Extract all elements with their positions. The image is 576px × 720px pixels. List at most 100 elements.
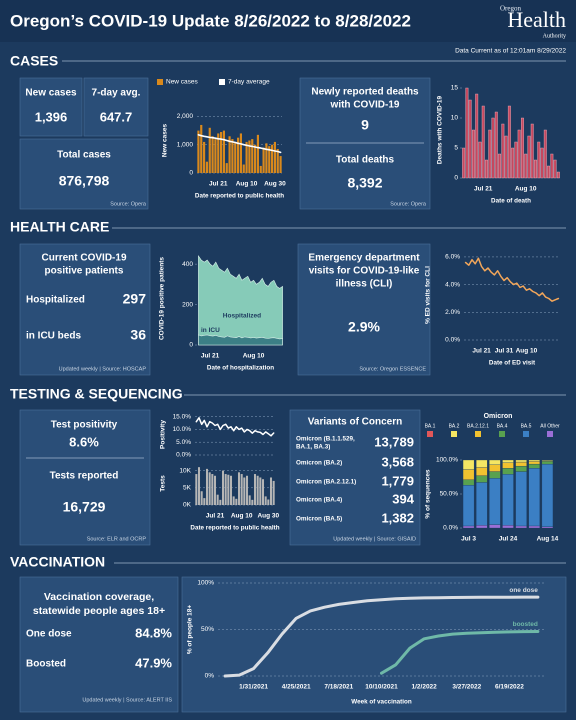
bar [268, 146, 271, 173]
y-axis-label: New cases [162, 123, 169, 157]
bar [267, 499, 270, 505]
x-tick-label: Jul 21 [474, 186, 493, 193]
bar [273, 141, 276, 173]
x-tick-label: Aug 10 [236, 181, 258, 188]
bar [229, 475, 233, 505]
legend-swatch [499, 431, 505, 437]
legend-swatch [157, 79, 163, 85]
x-axis-label: Week of vaccination [351, 699, 412, 706]
bar [214, 139, 217, 173]
kpi-label: visits for COVID-19-like [309, 266, 420, 277]
y-tick-label: 15 [451, 85, 459, 92]
bar [507, 105, 511, 179]
bar [237, 472, 241, 505]
bar [248, 140, 251, 173]
area-label: in ICU [201, 327, 220, 334]
bar [242, 164, 245, 173]
panel [297, 243, 431, 376]
section-heading: CASES [10, 53, 58, 69]
bar [203, 498, 206, 505]
bar [471, 129, 475, 179]
bar [491, 117, 495, 179]
bar [237, 137, 240, 173]
y-tick-label: 0% [205, 673, 215, 680]
y-tick-label: 10.0% [173, 426, 192, 433]
y-tick-label: 200 [182, 301, 193, 308]
variant-name: Omicron (BA.2.12.1) [296, 479, 356, 486]
line [464, 257, 560, 302]
bar-segment [462, 479, 475, 486]
bar [251, 139, 254, 173]
variant-value: 13,789 [374, 434, 414, 449]
kpi-label: Test positivity [51, 420, 118, 431]
bar [475, 93, 479, 179]
bar [488, 129, 492, 179]
bar [261, 479, 265, 505]
variant-value: 1,779 [381, 473, 414, 488]
x-tick-label: Aug 14 [537, 536, 559, 543]
bar [211, 136, 214, 173]
bar-segment [515, 459, 527, 463]
kpi-value: 8.6% [69, 434, 99, 449]
panel [19, 77, 83, 137]
bar-segment [541, 526, 554, 529]
bar [208, 127, 211, 173]
bar-segment [476, 475, 488, 483]
x-tick-label: Aug 30 [257, 513, 279, 520]
x-tick-label: Jul 21 [209, 181, 228, 188]
x-tick-label: Aug 10 [231, 513, 253, 520]
bar-segment [476, 459, 488, 468]
x-tick-label: 7/18/2021 [324, 684, 353, 691]
bar [553, 159, 557, 179]
bar [504, 135, 508, 179]
bar [222, 130, 225, 173]
bar [269, 477, 273, 505]
logo: Authority [543, 33, 566, 39]
x-tick-label: Aug 10 [243, 353, 265, 360]
y-tick-label: 0.0% [445, 337, 460, 344]
kpi-value: 47.9% [135, 655, 172, 670]
bar-segment [489, 524, 501, 529]
bar-segment [462, 459, 475, 470]
bar [481, 105, 485, 179]
legend-swatch [523, 431, 529, 437]
bar [256, 475, 259, 505]
bar [468, 99, 472, 179]
kpi-label: Emergency department [308, 253, 420, 264]
y-axis-label: COVID-19 positive patients [159, 257, 166, 340]
panel [19, 409, 151, 546]
kpi-label: Newly reported deaths [311, 87, 419, 98]
legend-label: BA.2 [449, 423, 460, 429]
source: Source: Opera [110, 201, 147, 207]
bar [514, 141, 518, 179]
bar [264, 496, 267, 505]
x-tick-label: Jul 21 [472, 348, 491, 355]
y-tick-label: 0K [183, 502, 192, 509]
bar [208, 472, 211, 505]
bar [262, 147, 265, 173]
bar [478, 141, 482, 179]
x-axis-label: Date of ED visit [489, 360, 536, 367]
variant-name: Omicron (BA.5) [296, 516, 342, 523]
bar-segment [462, 525, 475, 529]
bar-segment [541, 463, 554, 527]
bar [245, 475, 249, 505]
bar [235, 498, 238, 505]
bar [272, 480, 275, 505]
bar-segment [515, 461, 527, 467]
kpi-value: 9 [361, 117, 369, 133]
bar [520, 117, 524, 179]
y-tick-label: 6.0% [445, 254, 460, 261]
bar [217, 133, 220, 173]
source: Source: ELR and OCRP [87, 536, 147, 542]
source: Source: Oregon ESSENCE [359, 366, 426, 372]
bar [220, 132, 223, 173]
bar [239, 133, 242, 173]
y-tick-label: 50.0% [440, 491, 459, 498]
x-tick-label: Aug 30 [264, 181, 286, 188]
bar [197, 467, 201, 505]
variant-value: 394 [392, 491, 414, 506]
bar [501, 123, 505, 179]
kpi-value: 647.7 [100, 109, 133, 124]
y-tick-label: 0.0% [443, 525, 458, 532]
